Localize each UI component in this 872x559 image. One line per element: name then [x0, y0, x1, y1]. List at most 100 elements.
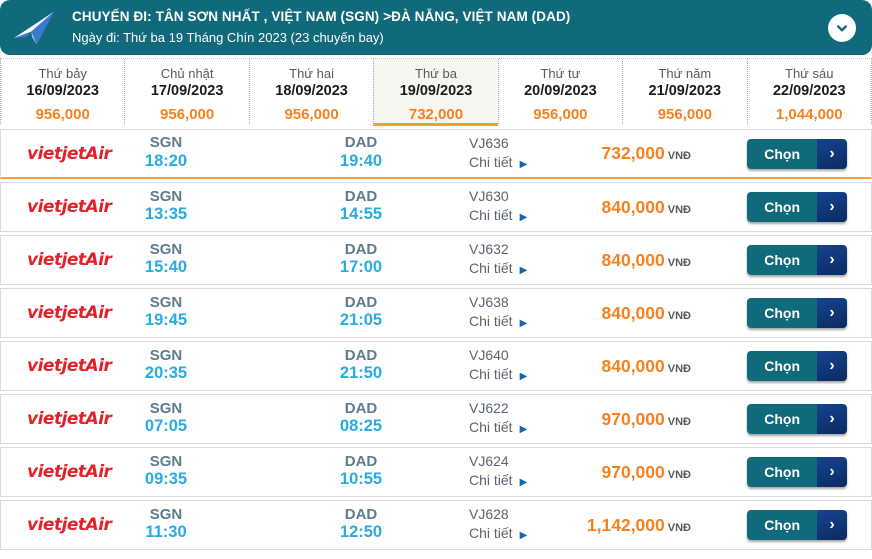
details-arrow-icon: ▶	[519, 371, 528, 383]
airline-logo: vietjetAir	[1, 409, 131, 429]
details-label: Chi tiết	[469, 525, 513, 542]
select-button-label: Chọn	[747, 351, 817, 381]
flight-info-cell: VJ636 Chi tiết ▶	[469, 135, 579, 172]
details-arrow-icon: ▶	[519, 477, 528, 489]
price-cell: 970,000 VNĐ	[579, 408, 692, 430]
origin-code: SGN	[149, 293, 183, 311]
departure-time: 07:05	[144, 417, 188, 436]
details-link[interactable]: Chi tiết ▶	[469, 205, 579, 226]
trip-title: CHUYẾN ĐI: TÂN SƠN NHẤT , VIỆT NAM (SGN)…	[72, 9, 571, 25]
details-link[interactable]: Chi tiết ▶	[469, 311, 579, 332]
origin-code: SGN	[149, 240, 183, 258]
tab-price-label: 1,044,000	[775, 106, 843, 123]
arrival-cell: DAD 10:55	[326, 453, 396, 490]
flight-info-cell: VJ630 Chi tiết ▶	[469, 188, 579, 225]
details-link[interactable]: Chi tiết ▶	[469, 152, 579, 173]
select-arrow-icon: ›	[817, 351, 847, 381]
origin-code: SGN	[149, 187, 183, 205]
select-button[interactable]: Chọn ›	[747, 351, 847, 381]
departure-time: 11:30	[145, 523, 187, 542]
tab-day-label: Thứ sáu	[785, 66, 834, 81]
details-label: Chi tiết	[469, 472, 513, 489]
collapse-button[interactable]	[828, 13, 856, 42]
tab-price-label: 956,000	[284, 106, 339, 123]
origin-code: SGN	[149, 505, 183, 523]
select-button[interactable]: Chọn ›	[747, 298, 847, 328]
date-tab[interactable]: Thứ hai 18/09/2023 956,000	[248, 59, 374, 126]
select-button[interactable]: Chọn ›	[747, 404, 847, 434]
tab-price-label: 956,000	[35, 106, 90, 123]
price-amount: 840,000	[601, 302, 665, 323]
flight-row: vietjetAir SGN 20:35 DAD 21:50 VJ640 Chi…	[0, 341, 872, 391]
select-button[interactable]: Chọn ›	[747, 245, 847, 275]
trip-subtitle: Ngày đi: Thứ ba 19 Tháng Chín 2023 (23 c…	[72, 29, 384, 45]
currency-label: VNĐ	[667, 309, 691, 322]
departure-cell: SGN 09:35	[131, 452, 201, 490]
vietjet-logo-text: vietjetAir	[27, 515, 112, 535]
select-arrow-icon: ›	[817, 457, 847, 487]
currency-label: VNĐ	[667, 362, 691, 375]
departure-cell: SGN 11:30	[131, 505, 201, 543]
flight-row: vietjetAir SGN 07:05 DAD 08:25 VJ622 Chi…	[0, 394, 872, 444]
details-arrow-icon: ▶	[519, 424, 528, 436]
destination-code: DAD	[344, 187, 378, 205]
tab-price-label: 956,000	[160, 106, 215, 123]
departure-time: 20:35	[144, 364, 188, 383]
details-link[interactable]: Chi tiết ▶	[469, 417, 579, 438]
price-amount: 970,000	[601, 408, 665, 429]
details-link[interactable]: Chi tiết ▶	[469, 258, 579, 279]
details-link[interactable]: Chi tiết ▶	[469, 364, 579, 385]
details-arrow-icon: ▶	[519, 158, 528, 170]
tab-price-label: 956,000	[657, 106, 712, 123]
departure-time: 18:20	[144, 151, 188, 170]
arrival-time: 10:55	[339, 470, 383, 489]
origin-code: SGN	[149, 452, 183, 470]
departure-time: 09:35	[144, 470, 188, 489]
airline-logo: vietjetAir	[1, 303, 131, 323]
flight-number: VJ638	[469, 294, 509, 311]
date-tab[interactable]: Thứ ba 19/09/2023 732,000	[373, 59, 498, 126]
flight-number: VJ632	[469, 241, 509, 258]
currency-label: VNĐ	[667, 150, 691, 162]
action-cell: Chọn ›	[747, 510, 847, 540]
date-tab[interactable]: Chủ nhật 17/09/2023 956,000	[124, 59, 249, 126]
date-tab[interactable]: Thứ bảy 16/09/2023 956,000	[0, 59, 125, 126]
select-arrow-icon: ›	[817, 138, 847, 169]
price-cell: 840,000 VNĐ	[579, 196, 692, 218]
flight-info-cell: VJ632 Chi tiết ▶	[469, 241, 579, 278]
select-arrow-icon: ›	[817, 192, 847, 222]
arrival-cell: DAD 17:00	[326, 241, 396, 278]
currency-label: VNĐ	[667, 521, 691, 534]
price-amount: 840,000	[601, 196, 665, 217]
airline-logo: vietjetAir	[1, 515, 131, 535]
action-cell: Chọn ›	[747, 404, 847, 434]
price-amount: 840,000	[601, 355, 665, 376]
date-tab[interactable]: Thứ tư 20/09/2023 956,000	[497, 59, 623, 126]
flight-info-cell: VJ624 Chi tiết ▶	[469, 453, 579, 490]
flight-number: VJ630	[469, 188, 509, 205]
vietjet-logo-text: vietjetAir	[27, 409, 112, 429]
date-tab[interactable]: Thứ năm 21/09/2023 956,000	[622, 59, 747, 126]
arrival-cell: DAD 12:50	[326, 506, 396, 543]
destination-code: DAD	[344, 399, 378, 417]
arrival-time: 14:55	[339, 205, 383, 224]
select-button-label: Chọn	[747, 138, 817, 169]
departure-time: 19:45	[144, 311, 188, 330]
origin-code: SGN	[149, 134, 183, 152]
tab-date-label: 22/09/2023	[772, 83, 846, 99]
select-button[interactable]: Chọn ›	[747, 510, 847, 540]
select-button-label: Chọn	[747, 404, 817, 434]
details-link[interactable]: Chi tiết ▶	[469, 523, 579, 544]
trip-header-text: CHUYẾN ĐI: TÂN SƠN NHẤT , VIỆT NAM (SGN)…	[72, 7, 570, 47]
airline-logo: vietjetAir	[1, 250, 131, 270]
flight-row: vietjetAir SGN 18:20 DAD 19:40 VJ636 Chi…	[0, 129, 872, 179]
price-cell: 840,000 VNĐ	[579, 355, 692, 377]
select-button[interactable]: Chọn ›	[747, 138, 847, 169]
select-button[interactable]: Chọn ›	[747, 192, 847, 222]
arrival-time: 12:50	[339, 523, 383, 542]
select-button[interactable]: Chọn ›	[747, 457, 847, 487]
flight-row: vietjetAir SGN 09:35 DAD 10:55 VJ624 Chi…	[0, 447, 872, 497]
flight-info-cell: VJ640 Chi tiết ▶	[469, 347, 579, 384]
details-link[interactable]: Chi tiết ▶	[469, 470, 579, 491]
date-tab[interactable]: Thứ sáu 22/09/2023 1,044,000	[746, 59, 872, 126]
